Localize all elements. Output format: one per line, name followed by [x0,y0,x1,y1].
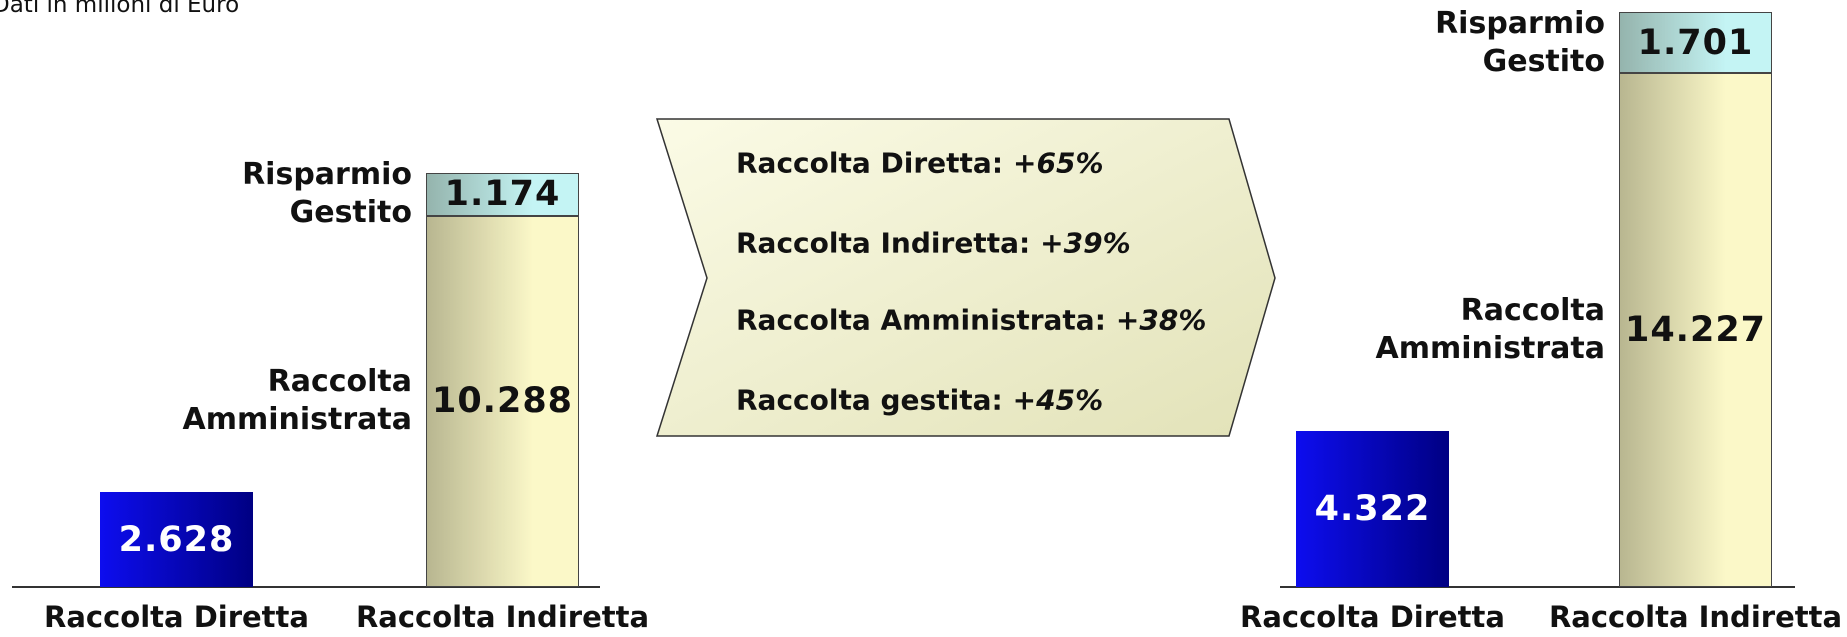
bar-segment: 14.227 [1619,73,1772,587]
highlight: Raccolta Indiretta: +39% [736,227,1131,260]
value-label: 10.288 [431,381,574,422]
highlight-label: Raccolta gestita: [736,383,1003,417]
note: Dati in milioni di Euro [0,0,240,18]
highlight: Raccolta Diretta: +65% [736,147,1104,180]
baseline [1280,586,1795,588]
highlight-change: +38% [1115,303,1207,337]
highlight: Raccolta Amministrata: +38% [736,304,1206,337]
category-label: Raccolta Diretta [1240,600,1505,634]
series-label: Raccolta Amministrata [1375,293,1605,367]
category-label: Raccolta Diretta [44,600,309,634]
value-label: 2.628 [118,519,235,560]
series-label: Risparmio Gestito [1435,5,1605,79]
bar-segment: 2.628 [100,492,253,587]
highlight: Raccolta gestita: +45% [736,384,1103,417]
highlight-label: Raccolta Amministrata: [736,303,1106,337]
highlight-change: +45% [1012,383,1104,417]
bar-segment: 4.322 [1296,430,1449,587]
bar-segment: 1.174 [426,173,579,216]
highlight-label: Raccolta Indiretta: [736,226,1031,260]
bar-segment: 10.288 [426,215,579,587]
highlight-label: Raccolta Diretta: [736,146,1004,180]
arrow-shape [655,118,1276,437]
bar-segment: 1.701 [1619,11,1772,74]
value-label: 14.227 [1624,310,1767,351]
baseline [12,586,600,588]
value-label: 4.322 [1314,488,1431,529]
highlight-change: +65% [1013,146,1104,180]
highlight-change: +39% [1040,226,1131,260]
value-label: 1.701 [1637,22,1754,63]
value-label: 1.174 [444,174,561,215]
category-label: Raccolta Indiretta [1548,600,1843,634]
series-label: Risparmio Gestito [242,157,412,231]
category-label: Raccolta Indiretta [355,600,650,634]
series-label: Raccolta Amministrata [182,364,412,438]
